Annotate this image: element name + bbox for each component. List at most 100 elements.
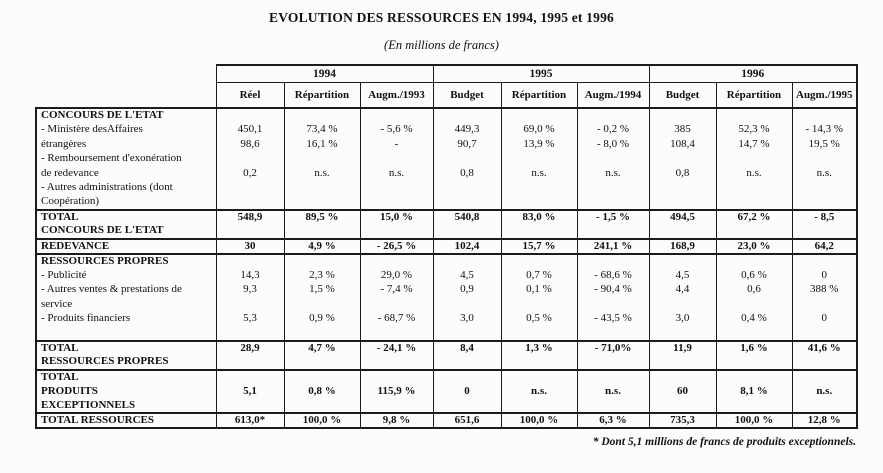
value-cell	[500, 368, 578, 384]
row-label: - Produits financiers	[35, 311, 217, 326]
row-label: CONCOURS DE L'ETAT	[35, 107, 217, 123]
value-cell: - 90,4 %	[576, 282, 650, 297]
value-cell: n.s.	[791, 384, 859, 399]
value-cell: - 71,0%	[576, 339, 650, 355]
value-cell: 102,4	[432, 237, 502, 254]
value-cell	[500, 398, 578, 413]
value-cell: 0,8	[432, 166, 502, 181]
value-cell: 450,1	[215, 122, 285, 137]
value-cell	[432, 355, 502, 370]
page-subtitle: (En millions de francs)	[384, 38, 499, 52]
value-cell: 0,8 %	[283, 384, 361, 399]
table-row: TOTAL	[35, 368, 859, 384]
value-cell	[432, 398, 502, 413]
value-cell	[432, 224, 502, 239]
value-cell: 60	[648, 384, 717, 399]
value-cell	[791, 368, 859, 384]
value-cell: 14,7 %	[715, 137, 793, 152]
value-cell: n.s.	[500, 166, 578, 181]
column-header: Répartition	[283, 81, 361, 109]
value-cell: - 14,3 %	[791, 122, 859, 137]
value-cell: 5,1	[215, 384, 285, 399]
value-cell	[215, 195, 285, 210]
value-cell	[283, 355, 361, 370]
value-cell	[715, 107, 793, 123]
value-cell	[791, 180, 859, 195]
column-header: Répartition	[500, 81, 578, 109]
value-cell	[576, 355, 650, 370]
value-cell	[791, 252, 859, 268]
value-cell	[432, 180, 502, 195]
value-cell: 494,5	[648, 208, 717, 224]
value-cell	[500, 195, 578, 210]
value-cell: n.s.	[576, 166, 650, 181]
value-cell	[359, 326, 434, 341]
table-row: de redevance 0,2 n.s. n.s. 0,8 n.s. n.s. 0,8 n.s…	[35, 166, 859, 181]
value-cell: 3,0	[432, 311, 502, 326]
value-cell	[576, 326, 650, 341]
year-header: 1995	[432, 64, 650, 83]
value-cell: 8,1 %	[715, 384, 793, 399]
value-cell: 388 %	[791, 282, 859, 297]
row-label: - Ministère desAffaires	[35, 122, 217, 137]
value-cell	[359, 252, 434, 268]
value-cell: 4,7 %	[283, 339, 361, 355]
value-cell: 2,3 %	[283, 268, 361, 283]
value-cell	[359, 297, 434, 312]
table-row: étrangères 98,6 16,1 % -90,7 13,9 % - 8,0 % 10…	[35, 137, 859, 152]
row-label: - Remboursement d'exonération	[35, 151, 217, 166]
value-cell: 98,6	[215, 137, 285, 152]
value-cell: 4,5	[648, 268, 717, 283]
table-row: TOTAL RESSOURCES 613,0* 100,0 % 9,8 % 651,6 1…	[35, 412, 859, 429]
value-cell: 241,1 %	[576, 237, 650, 254]
column-header: Augm./1994	[576, 81, 650, 109]
value-cell	[576, 180, 650, 195]
value-cell: n.s.	[791, 166, 859, 181]
value-cell: 108,4	[648, 137, 717, 152]
row-label: RESSOURCES PROPRES	[35, 252, 217, 268]
value-cell: 0,6 %	[715, 268, 793, 283]
value-cell: - 68,6 %	[576, 268, 650, 283]
value-cell	[359, 151, 434, 166]
value-cell	[215, 252, 285, 268]
value-cell: -	[359, 137, 434, 152]
table-header: 1994 1995 1996 Réel Répartition Augm./1993 Bud…	[36, 64, 859, 109]
value-cell: - 43,5 %	[576, 311, 650, 326]
value-cell: 0,9	[432, 282, 502, 297]
value-cell: 15,0 %	[359, 208, 434, 224]
table-row: EXCEPTIONNELS	[35, 398, 859, 413]
value-cell: - 24,1 %	[359, 339, 434, 355]
row-label: CONCOURS DE L'ETAT	[35, 224, 217, 239]
value-cell: 0,4 %	[715, 311, 793, 326]
value-cell: - 5,6 %	[359, 122, 434, 137]
value-cell: 14,3	[215, 268, 285, 283]
value-cell: - 7,4 %	[359, 282, 434, 297]
value-cell: 0,9 %	[283, 311, 361, 326]
value-cell: 4,4	[648, 282, 717, 297]
value-cell	[576, 368, 650, 384]
value-cell: 6,3 %	[576, 412, 650, 429]
row-label: TOTAL RESSOURCES	[35, 412, 217, 429]
value-cell: 0,2	[215, 166, 285, 181]
value-cell	[283, 368, 361, 384]
value-cell	[359, 368, 434, 384]
value-cell	[359, 398, 434, 413]
value-cell	[648, 252, 717, 268]
value-cell	[648, 107, 717, 123]
value-cell: 548,9	[215, 208, 285, 224]
value-cell: 385	[648, 122, 717, 137]
value-cell	[283, 398, 361, 413]
row-label: TOTAL	[35, 208, 217, 224]
value-cell	[500, 355, 578, 370]
table-row: - Produits financiers 5,3 0,9 % - 68,7 % 3,0…	[35, 311, 859, 326]
year-header: 1994	[215, 64, 434, 83]
value-cell: 0	[791, 311, 859, 326]
value-cell	[283, 326, 361, 341]
resources-table: 1994 1995 1996 Réel Répartition Augm./1993 Bud…	[35, 64, 859, 429]
column-header: Budget	[648, 81, 717, 109]
value-cell	[576, 252, 650, 268]
row-label: étrangères	[35, 137, 217, 152]
value-cell	[715, 252, 793, 268]
column-header: Répartition	[715, 81, 793, 109]
value-cell: - 1,5 %	[576, 208, 650, 224]
